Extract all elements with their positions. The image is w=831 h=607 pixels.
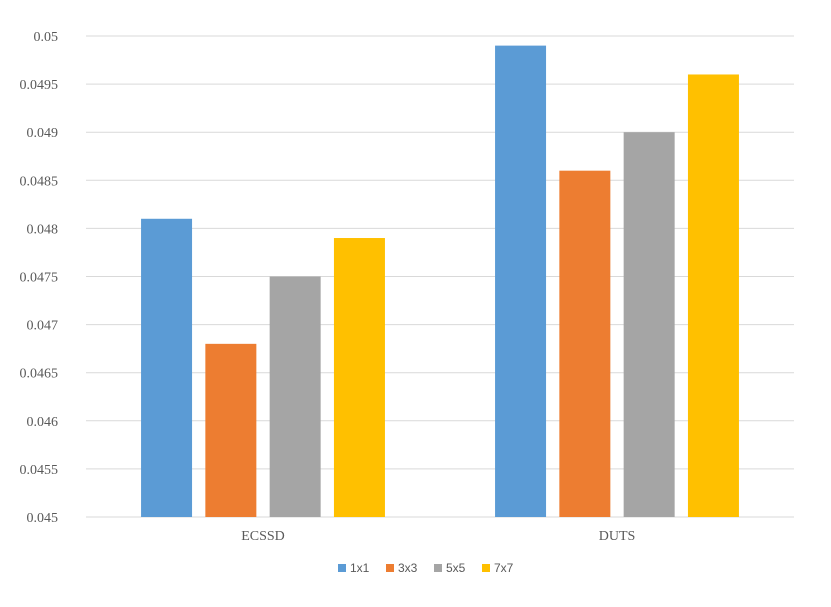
legend-label: 1x1	[350, 561, 370, 575]
x-category-label: DUTS	[599, 529, 636, 544]
y-axis-ticks: 0.045 0.0455 0.046 0.0465 0.047 0.0475 0.048 0.…	[20, 30, 59, 526]
bar-5x5-DUTS	[623, 132, 675, 517]
legend-label: 5x5	[446, 561, 466, 575]
y-tick-label: 0.049	[27, 126, 59, 141]
y-tick-label: 0.0455	[20, 463, 59, 478]
legend-swatch-5x5	[434, 564, 442, 572]
y-tick-label: 0.05	[34, 30, 59, 45]
x-category-label: ECSSD	[241, 529, 285, 544]
bar-3x3-DUTS	[559, 170, 611, 517]
legend-label: 7x7	[494, 561, 514, 575]
y-tick-label: 0.046	[27, 415, 59, 430]
y-tick-label: 0.0485	[20, 174, 59, 189]
legend: 1x1 3x3 5x5 7x7	[338, 561, 514, 575]
y-tick-label: 0.048	[27, 222, 59, 237]
bar-5x5-ECSSD	[269, 276, 321, 517]
bar-1x1-ECSSD	[141, 218, 193, 517]
y-tick-label: 0.0475	[20, 271, 59, 286]
y-tick-label: 0.0465	[20, 367, 59, 382]
legend-swatch-3x3	[386, 564, 394, 572]
legend-swatch-7x7	[482, 564, 490, 572]
bar-7x7-DUTS	[687, 74, 739, 517]
y-tick-label: 0.045	[27, 511, 59, 526]
legend-label: 3x3	[398, 561, 418, 575]
legend-swatch-1x1	[338, 564, 346, 572]
x-axis-categories: ECSSD DUTS	[241, 529, 635, 544]
y-tick-label: 0.0495	[20, 78, 59, 93]
bar-1x1-DUTS	[495, 45, 547, 518]
bars	[141, 45, 739, 518]
bar-7x7-ECSSD	[333, 238, 385, 517]
bar-3x3-ECSSD	[205, 343, 257, 517]
gridlines	[86, 35, 794, 518]
y-tick-label: 0.047	[27, 319, 59, 334]
